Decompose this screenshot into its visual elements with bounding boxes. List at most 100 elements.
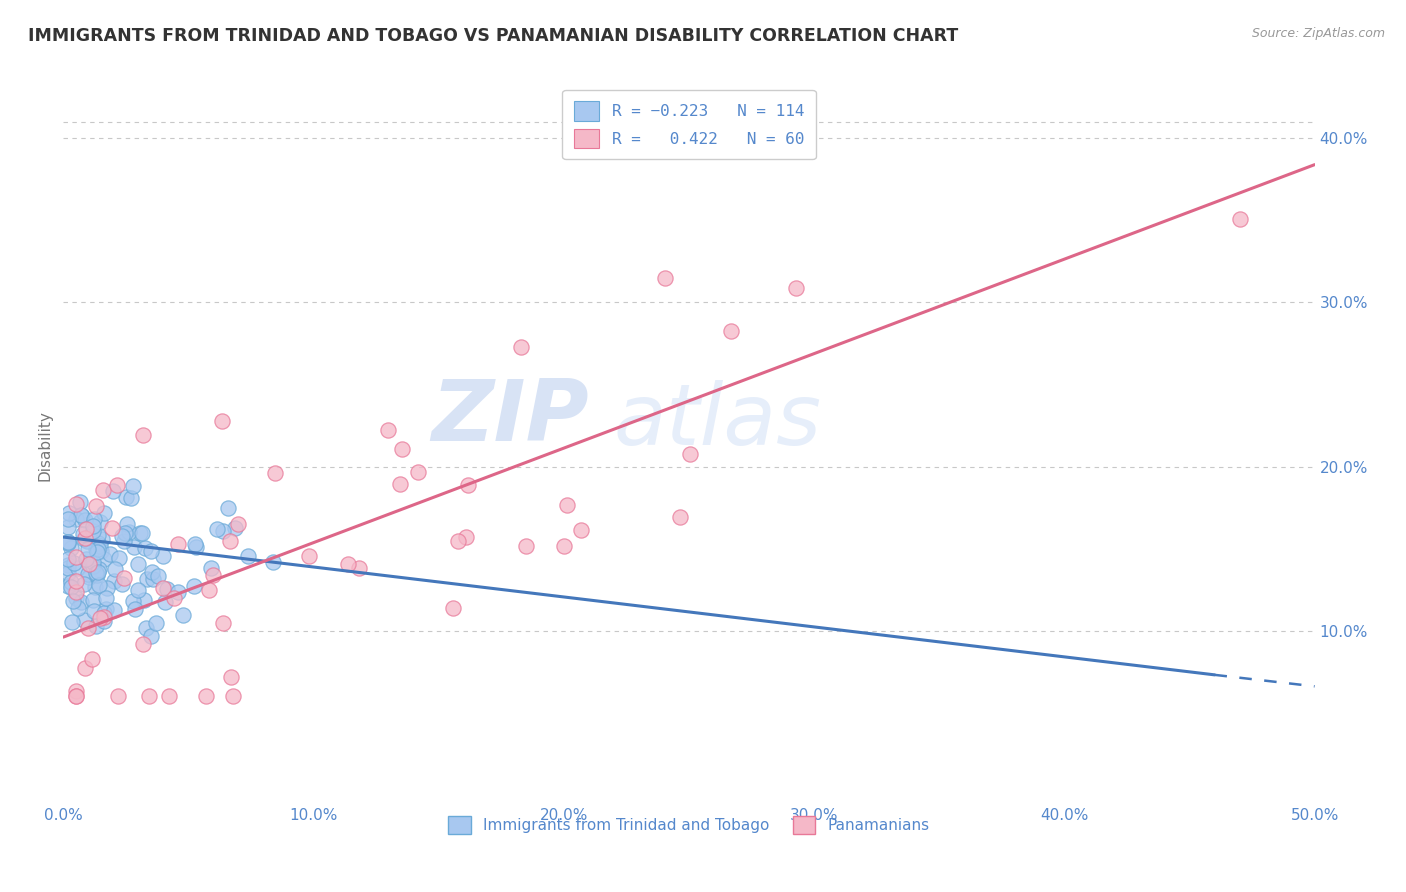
- Point: [77, 566, 100, 581]
- Point: [135, 572, 157, 586]
- Point: [75, 523, 97, 537]
- Y-axis label: Disability: Disability: [37, 410, 52, 482]
- Point: [58, 579, 80, 593]
- Point: [200, 561, 222, 575]
- Point: [198, 583, 221, 598]
- Point: [72, 527, 94, 541]
- Point: [60, 575, 83, 590]
- Point: [222, 689, 245, 703]
- Point: [443, 601, 465, 615]
- Point: [77, 621, 100, 635]
- Point: [87, 578, 110, 592]
- Point: [114, 525, 136, 540]
- Text: ZIP: ZIP: [432, 376, 589, 459]
- Point: [58, 566, 80, 580]
- Point: [90, 543, 112, 558]
- Point: [141, 565, 163, 579]
- Point: [79, 558, 101, 573]
- Point: [152, 581, 174, 595]
- Point: [63, 556, 86, 570]
- Point: [89, 611, 111, 625]
- Point: [65, 684, 87, 698]
- Point: [65, 511, 87, 525]
- Point: [122, 540, 145, 554]
- Point: [65, 689, 87, 703]
- Point: [118, 525, 141, 540]
- Text: IMMIGRANTS FROM TRINIDAD AND TOBAGO VS PANAMANIAN DISABILITY CORRELATION CHART: IMMIGRANTS FROM TRINIDAD AND TOBAGO VS P…: [28, 27, 959, 45]
- Point: [58, 534, 80, 549]
- Point: [132, 593, 155, 607]
- Legend: Immigrants from Trinidad and Tobago, Panamanians: Immigrants from Trinidad and Tobago, Pan…: [440, 809, 938, 841]
- Point: [86, 568, 108, 582]
- Point: [120, 491, 142, 505]
- Point: [65, 498, 87, 512]
- Point: [456, 530, 478, 544]
- Point: [86, 544, 108, 558]
- Point: [457, 477, 479, 491]
- Point: [679, 446, 702, 460]
- Point: [298, 549, 321, 563]
- Point: [94, 602, 117, 616]
- Point: [96, 581, 118, 595]
- Point: [553, 539, 575, 553]
- Point: [76, 542, 98, 557]
- Point: [128, 525, 150, 540]
- Point: [447, 533, 470, 548]
- Point: [60, 615, 83, 629]
- Point: [145, 616, 167, 631]
- Point: [217, 501, 239, 516]
- Point: [84, 500, 107, 514]
- Point: [515, 540, 537, 554]
- Point: [224, 521, 246, 535]
- Point: [70, 508, 93, 523]
- Point: [388, 476, 411, 491]
- Point: [82, 555, 104, 569]
- Point: [86, 565, 108, 579]
- Point: [226, 516, 249, 531]
- Point: [103, 603, 125, 617]
- Point: [107, 689, 129, 703]
- Point: [569, 524, 592, 538]
- Point: [138, 689, 160, 703]
- Point: [93, 615, 115, 629]
- Point: [65, 689, 87, 703]
- Point: [89, 515, 111, 529]
- Point: [115, 490, 138, 504]
- Point: [73, 614, 96, 628]
- Point: [93, 606, 115, 620]
- Point: [121, 478, 143, 492]
- Point: [89, 539, 111, 553]
- Point: [146, 569, 169, 583]
- Point: [84, 566, 107, 580]
- Point: [139, 544, 162, 558]
- Point: [122, 593, 145, 607]
- Point: [184, 537, 207, 551]
- Point: [172, 608, 194, 623]
- Point: [77, 570, 100, 584]
- Point: [66, 600, 89, 615]
- Point: [58, 506, 80, 520]
- Text: Source: ZipAtlas.com: Source: ZipAtlas.com: [1251, 27, 1385, 40]
- Point: [58, 535, 80, 549]
- Point: [166, 537, 188, 551]
- Point: [70, 508, 93, 522]
- Point: [58, 551, 80, 566]
- Point: [139, 629, 162, 643]
- Point: [127, 557, 149, 571]
- Point: [80, 651, 103, 665]
- Point: [211, 414, 233, 428]
- Point: [65, 574, 87, 588]
- Point: [132, 428, 155, 442]
- Point: [58, 534, 80, 549]
- Point: [70, 595, 93, 609]
- Point: [82, 558, 104, 573]
- Point: [142, 572, 165, 586]
- Point: [96, 591, 118, 605]
- Point: [82, 519, 104, 533]
- Point: [60, 541, 83, 555]
- Point: [207, 522, 229, 536]
- Point: [107, 550, 129, 565]
- Point: [72, 533, 94, 547]
- Point: [58, 511, 80, 525]
- Point: [1229, 211, 1251, 226]
